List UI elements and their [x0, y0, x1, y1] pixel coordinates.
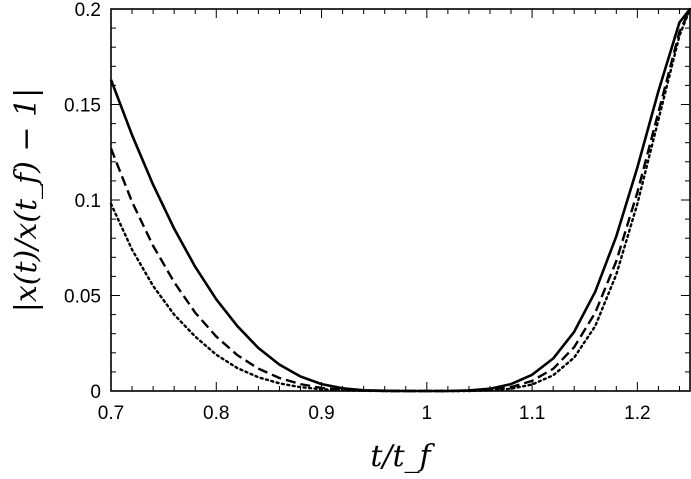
- x-tick-label: 1: [422, 403, 433, 424]
- y-tick-label: 0: [90, 382, 101, 403]
- x-axis-label: t/t_f: [370, 439, 435, 474]
- x-tick-label: 0.9: [308, 403, 334, 424]
- series-line-dotted: [109, 7, 691, 393]
- axis-ticks: [110, 8, 690, 392]
- x-tick-label: 1.1: [519, 403, 545, 424]
- plot-frame: [110, 8, 691, 392]
- y-tick-label: 0.05: [64, 287, 101, 308]
- tick-labels: 0.7 0.8 0.9 1 1.1 1.2 0 0.05 0.1 0.15 0.2: [64, 0, 651, 424]
- x-tick-label: 0.8: [203, 403, 229, 424]
- series-line-solid: [109, 8, 691, 393]
- y-tick-label: 0.2: [75, 0, 101, 21]
- y-tick-label: 0.1: [75, 191, 101, 212]
- y-axis-label: |x(t)/x(t_f) − 1|: [9, 88, 44, 313]
- y-tick-label: 0.15: [64, 96, 101, 117]
- series-line-dashed: [109, 8, 691, 393]
- plot-lines: [109, 7, 691, 393]
- x-tick-label: 0.7: [98, 403, 124, 424]
- x-tick-label: 1.2: [624, 403, 650, 424]
